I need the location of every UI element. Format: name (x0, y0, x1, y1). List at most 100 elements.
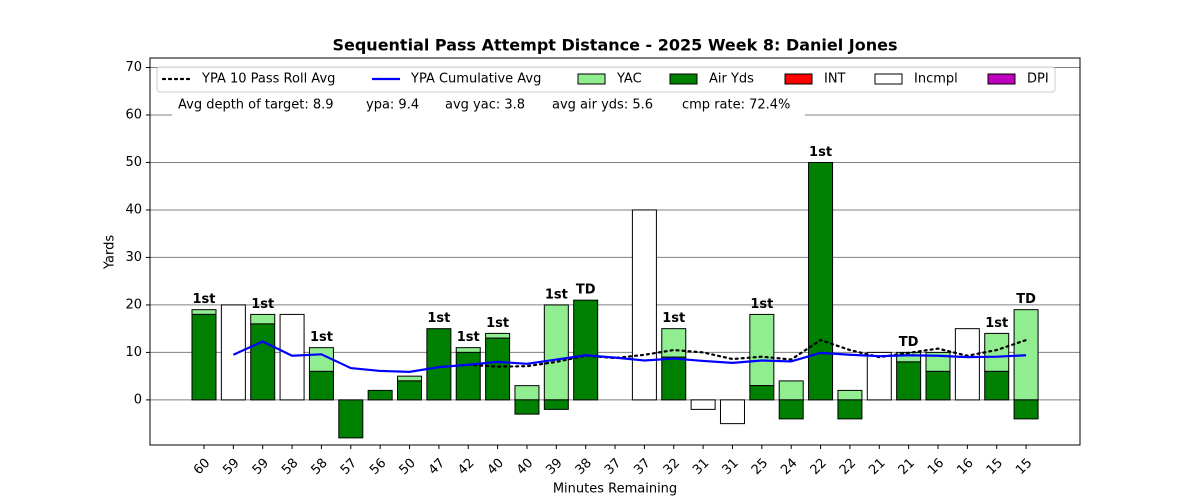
x-tick-label: 21 (866, 456, 888, 478)
data-annotation: 1st (427, 311, 450, 326)
y-tick-label: 50 (125, 155, 142, 170)
legend-label: YPA 10 Pass Roll Avg (201, 72, 335, 87)
stat-text: cmp rate: 72.4% (682, 98, 790, 113)
bar (866, 351, 892, 401)
bar (719, 399, 745, 425)
legend-label: YPA Cumulative Avg (410, 72, 541, 87)
bar (954, 328, 980, 401)
data-annotation: 1st (251, 297, 274, 312)
x-tick-label: 59 (220, 456, 242, 478)
bar (778, 399, 804, 420)
x-tick-label: 58 (279, 456, 301, 478)
y-tick-label: 30 (125, 250, 142, 265)
bar (220, 304, 246, 401)
data-annotation: 1st (750, 297, 773, 312)
legend-swatch (784, 73, 813, 85)
bar (661, 328, 687, 358)
data-annotation: 1st (310, 330, 333, 345)
bar (514, 385, 540, 401)
bar (308, 347, 334, 372)
x-tick-label: 42 (455, 456, 477, 478)
bar (984, 370, 1010, 401)
y-tick-label: 10 (125, 345, 142, 360)
x-tick-label: 38 (573, 456, 595, 478)
x-tick-label: 16 (925, 456, 947, 478)
x-tick-label: 39 (543, 456, 565, 478)
legend-swatch (987, 73, 1016, 85)
legend-swatch (577, 73, 606, 85)
bar (397, 380, 423, 401)
x-tick-label: 60 (191, 456, 213, 478)
x-tick-label: 58 (308, 456, 330, 478)
legend-label: Incmpl (914, 72, 958, 87)
data-annotation: 1st (457, 330, 480, 345)
bar (191, 313, 217, 401)
bar (514, 399, 540, 415)
x-tick-label: 40 (514, 456, 536, 478)
x-tick-label: 21 (896, 456, 918, 478)
data-annotation: TD (576, 283, 596, 298)
x-tick-label: 31 (719, 456, 741, 478)
data-annotation: 1st (662, 311, 685, 326)
data-annotation: 1st (985, 316, 1008, 331)
x-tick-label: 50 (397, 456, 419, 478)
x-tick-label: 56 (367, 456, 389, 478)
bar (690, 399, 716, 410)
data-annotation: TD (899, 335, 919, 350)
bar (308, 370, 334, 401)
y-tick-label: 70 (125, 60, 142, 75)
data-annotation: 1st (545, 287, 568, 302)
chart-title: Sequential Pass Attempt Distance - 2025 … (332, 36, 897, 55)
bar (631, 209, 657, 401)
x-tick-label: 40 (485, 456, 507, 478)
bar (250, 313, 276, 325)
x-tick-label: 15 (1013, 456, 1035, 478)
bar (455, 347, 481, 353)
bar (984, 332, 1010, 372)
y-axis-label: Yards (103, 235, 118, 270)
legend-label: DPI (1027, 72, 1049, 87)
legend-swatch (669, 73, 698, 85)
legend-swatch (874, 73, 903, 85)
x-tick-label: 24 (778, 456, 800, 478)
legend-box (156, 66, 1056, 93)
x-axis-label: Minutes Remaining (553, 482, 677, 497)
stat-text: ypa: 9.4 (366, 98, 419, 113)
x-tick-label: 31 (690, 456, 712, 478)
legend-label: INT (824, 72, 846, 87)
bar (455, 351, 481, 401)
legend-label: YAC (616, 72, 642, 87)
data-annotation: 1st (809, 145, 832, 160)
bar (573, 299, 599, 401)
bar (338, 399, 364, 439)
bar (778, 380, 804, 401)
data-annotation: 1st (486, 316, 509, 331)
stat-text: Avg depth of target: 8.9 (178, 98, 334, 113)
x-tick-label: 37 (602, 456, 624, 478)
bar (397, 375, 423, 382)
x-tick-label: 57 (338, 456, 360, 478)
bar (925, 370, 951, 401)
bar (485, 337, 511, 401)
x-tick-label: 37 (631, 456, 653, 478)
bar (191, 309, 217, 315)
bar (543, 399, 569, 410)
bar (485, 332, 511, 339)
bar (749, 385, 775, 401)
x-tick-label: 47 (426, 456, 448, 478)
y-tick-label: 20 (125, 297, 142, 312)
line-series (232, 340, 1027, 373)
data-annotation: TD (1016, 292, 1036, 307)
stat-text: avg air yds: 5.6 (552, 98, 653, 113)
bar (896, 361, 922, 401)
stats-box (172, 94, 805, 116)
bar (837, 399, 863, 420)
bar (543, 304, 569, 401)
y-tick-label: 60 (125, 107, 142, 122)
line-series (467, 338, 1028, 368)
y-tick-label: 40 (125, 202, 142, 217)
x-tick-label: 59 (250, 456, 272, 478)
bar (250, 323, 276, 401)
data-annotation: 1st (193, 292, 216, 307)
